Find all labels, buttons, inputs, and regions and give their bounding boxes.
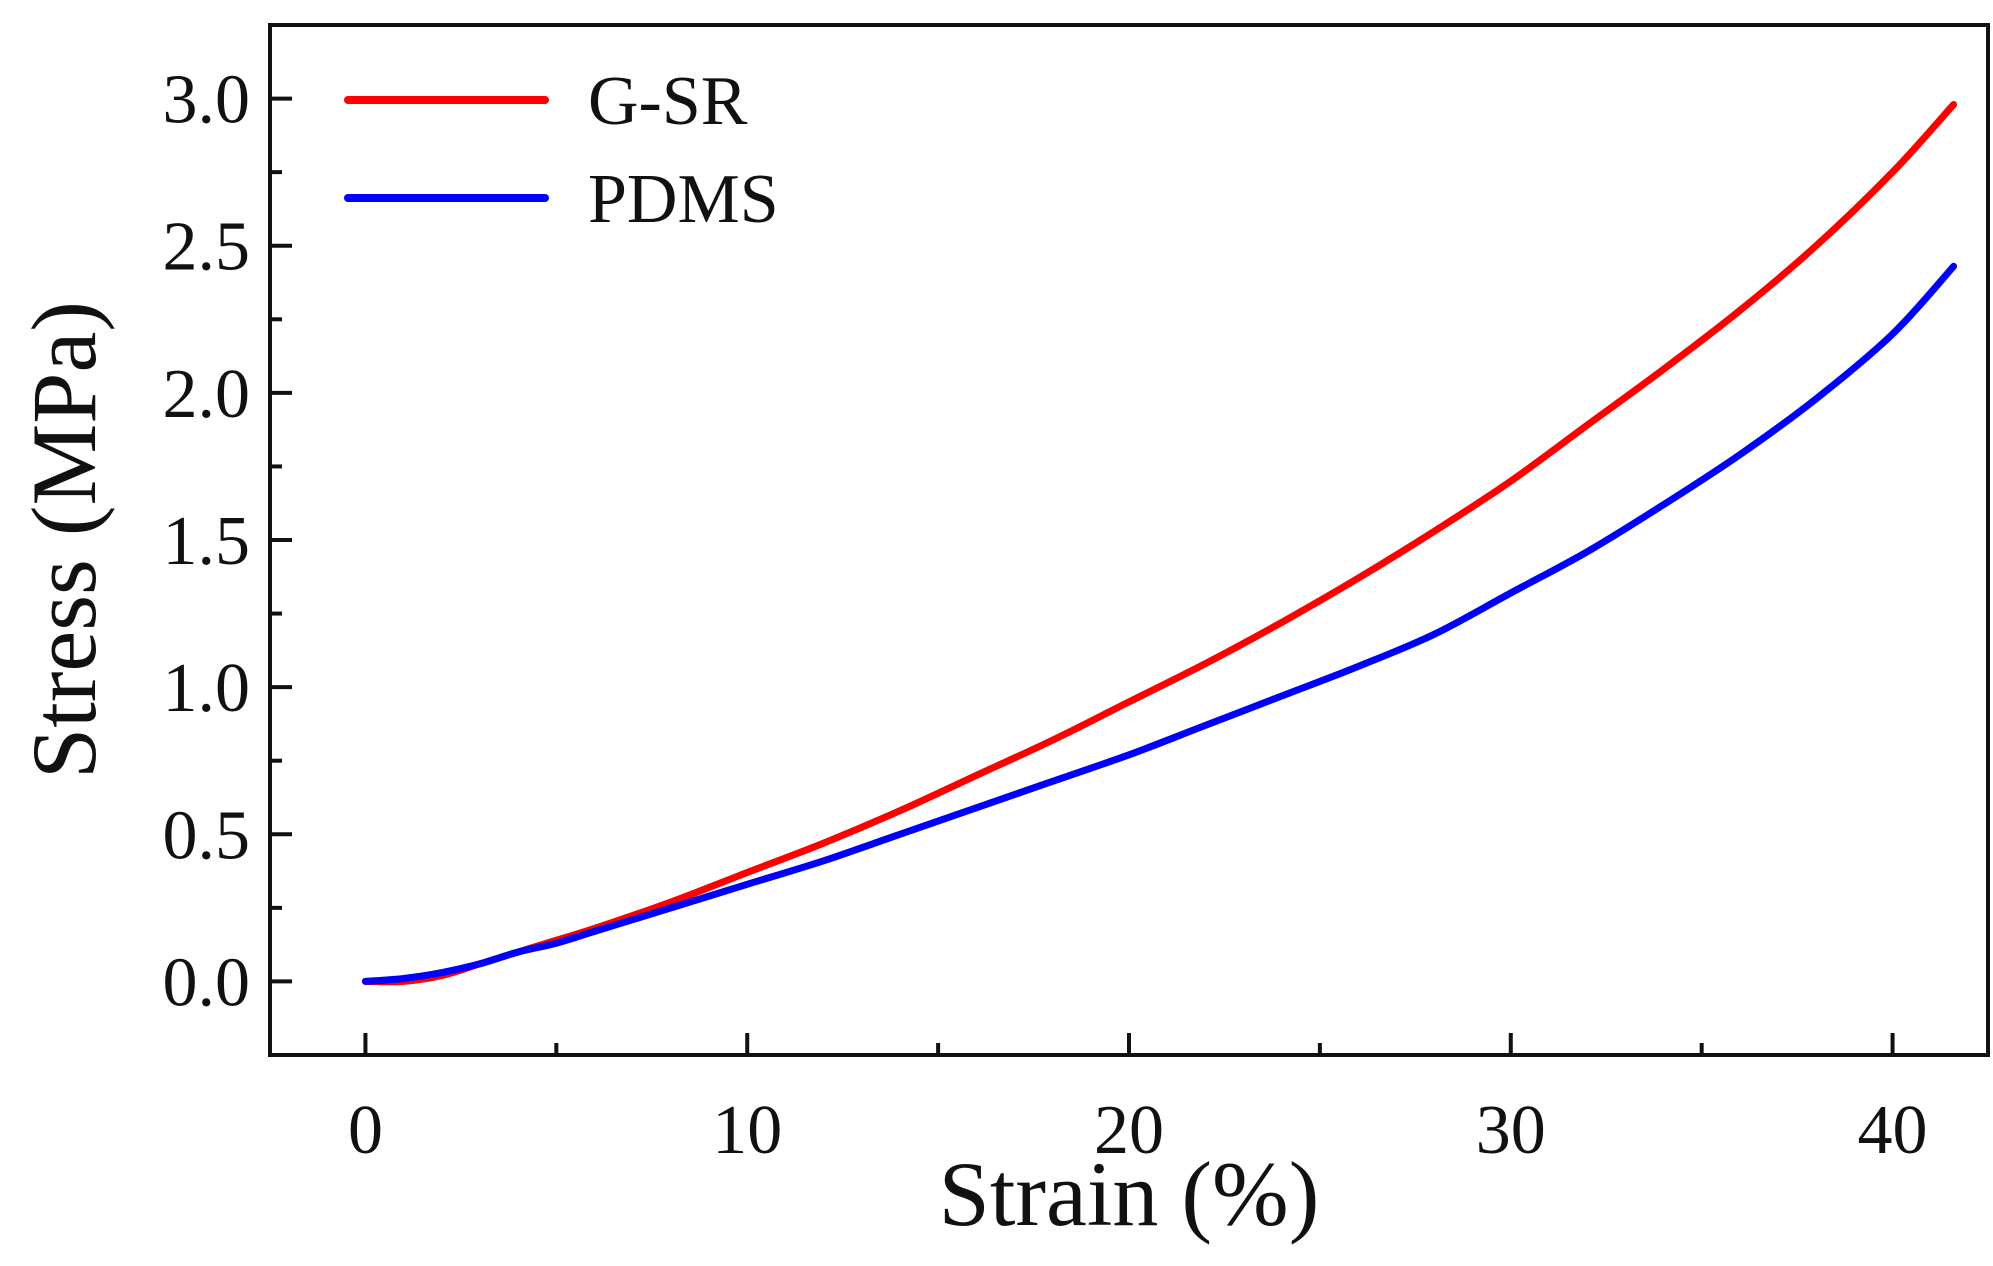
x-axis-title: Strain (%) <box>939 1143 1320 1245</box>
y-tick-label: 2.5 <box>163 209 251 286</box>
x-tick-label: 0 <box>348 1092 383 1169</box>
legend: G-SR PDMS <box>344 63 779 238</box>
legend-label: G-SR <box>588 63 748 140</box>
y-tick-label: 1.5 <box>163 503 251 580</box>
plot-area-frame <box>268 23 1990 1057</box>
y-tick-label: 1.0 <box>163 650 251 727</box>
y-tick-label: 2.0 <box>163 356 251 433</box>
x-tick-label: 10 <box>712 1092 782 1169</box>
x-axis-ticks: 0 10 20 30 40 <box>348 1033 1928 1169</box>
y-tick-label: 0.5 <box>163 797 251 874</box>
series-line-pdms <box>361 262 1958 985</box>
x-tick-label: 30 <box>1476 1092 1546 1169</box>
y-axis-ticks: 0.0 0.5 1.0 1.5 2.0 2.5 3.0 <box>163 62 292 1021</box>
series-layer <box>361 101 1958 986</box>
legend-label: PDMS <box>588 161 779 238</box>
y-tick-label: 3.0 <box>163 62 251 139</box>
x-tick-label: 40 <box>1858 1092 1928 1169</box>
y-tick-label: 0.0 <box>163 944 251 1021</box>
y-axis-title: Stress (MPa) <box>13 301 115 779</box>
x-tick-label: 20 <box>1094 1092 1164 1169</box>
